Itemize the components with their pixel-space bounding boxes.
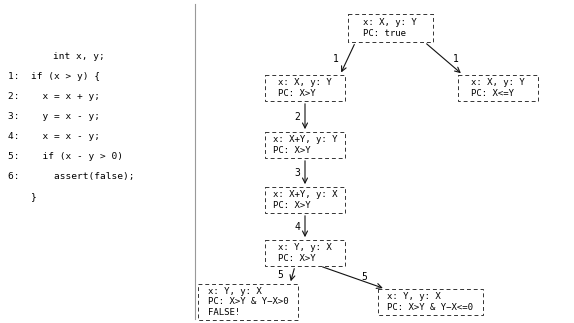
Text: 1: 1 [333, 54, 339, 64]
Bar [265, 187, 345, 213]
Bar [347, 14, 432, 42]
Bar [458, 75, 538, 101]
Bar [265, 132, 345, 158]
Text: x: Y, y: X
PC: X>Y: x: Y, y: X PC: X>Y [278, 243, 332, 263]
Text: 5:    if (x - y > 0): 5: if (x - y > 0) [8, 152, 123, 161]
Text: int x, y;: int x, y; [30, 52, 104, 61]
Text: x: X, y: Y
PC: X>Y: x: X, y: Y PC: X>Y [278, 78, 332, 98]
Text: x: Y, y: X
PC: X>Y & Y−X>0
FALSE!: x: Y, y: X PC: X>Y & Y−X>0 FALSE! [208, 287, 288, 317]
Text: 1: 1 [453, 54, 459, 64]
Text: 5: 5 [278, 270, 284, 280]
Bar [265, 75, 345, 101]
Text: x: X+Y, y: Y
PC: X>Y: x: X+Y, y: Y PC: X>Y [273, 135, 338, 155]
Text: 3:    y = x - y;: 3: y = x - y; [8, 112, 100, 121]
Bar [265, 240, 345, 266]
Text: x: X, y: Y
PC: X<=Y: x: X, y: Y PC: X<=Y [471, 78, 525, 98]
Text: 2:    x = x + y;: 2: x = x + y; [8, 92, 100, 101]
Text: x: Y, y: X
PC: X>Y & Y−X<=0: x: Y, y: X PC: X>Y & Y−X<=0 [387, 292, 473, 312]
Bar [378, 289, 483, 315]
Text: 2: 2 [294, 111, 300, 121]
Text: 1:  if (x > y) {: 1: if (x > y) { [8, 72, 100, 81]
Text: 3: 3 [294, 168, 300, 178]
Bar [198, 284, 298, 320]
Text: }: } [8, 192, 37, 201]
Text: 4:    x = x - y;: 4: x = x - y; [8, 132, 100, 141]
Text: 5: 5 [362, 273, 368, 283]
Text: 4: 4 [294, 222, 300, 232]
Text: x: X+Y, y: X
PC: X>Y: x: X+Y, y: X PC: X>Y [273, 190, 338, 210]
Text: 6:      assert(false);: 6: assert(false); [8, 172, 134, 181]
Text: x: X, y: Y
PC: true: x: X, y: Y PC: true [363, 18, 417, 38]
